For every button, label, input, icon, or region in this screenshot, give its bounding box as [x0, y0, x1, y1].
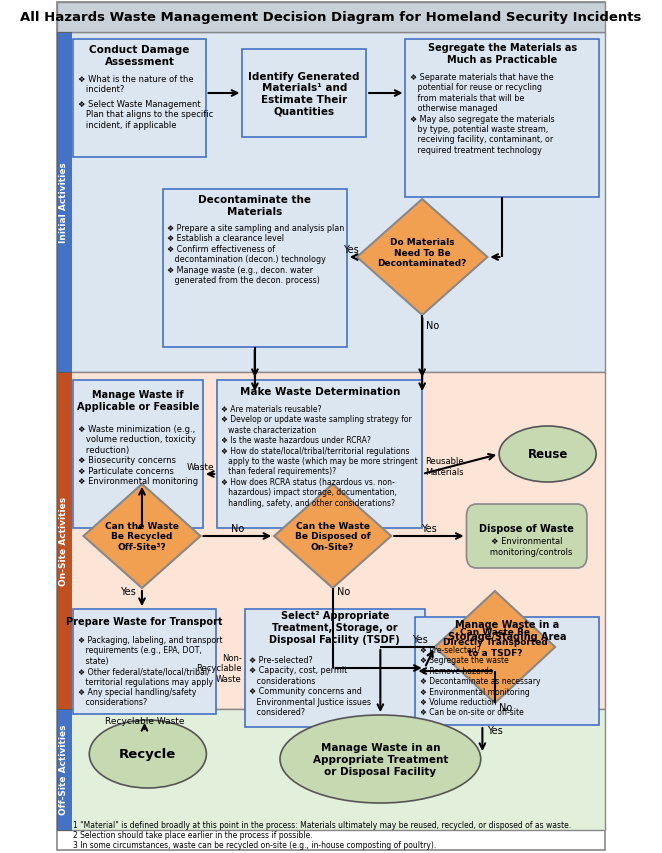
- Text: Manage Waste in an
Appropriate Treatment
or Disposal Facility: Manage Waste in an Appropriate Treatment…: [312, 742, 448, 775]
- Text: 2 Selection should take place earlier in the process if possible.: 2 Selection should take place earlier in…: [73, 830, 312, 839]
- Text: Select² Appropriate
Treatment, Storage, or
Disposal Facility (TSDF): Select² Appropriate Treatment, Storage, …: [269, 611, 400, 644]
- FancyBboxPatch shape: [57, 3, 605, 33]
- Text: Yes: Yes: [487, 725, 502, 735]
- Text: Manage Waste if
Applicable or Feasible: Manage Waste if Applicable or Feasible: [77, 390, 199, 411]
- FancyBboxPatch shape: [57, 33, 71, 373]
- Text: Yes: Yes: [421, 524, 437, 533]
- Text: Yes: Yes: [412, 635, 428, 644]
- FancyBboxPatch shape: [57, 373, 605, 709]
- FancyBboxPatch shape: [57, 709, 71, 830]
- Ellipse shape: [89, 720, 207, 788]
- Text: Yes: Yes: [120, 586, 135, 596]
- Ellipse shape: [499, 426, 596, 483]
- Text: Waste: Waste: [187, 463, 214, 472]
- Text: Recycle: Recycle: [119, 747, 177, 761]
- Text: Can the Waste
Be Disposed of
On-Site?: Can the Waste Be Disposed of On-Site?: [295, 521, 371, 551]
- Polygon shape: [274, 485, 391, 589]
- Text: Dispose of Waste: Dispose of Waste: [479, 524, 574, 533]
- Polygon shape: [435, 591, 555, 703]
- Text: Conduct Damage
Assessment: Conduct Damage Assessment: [89, 45, 189, 67]
- Text: No: No: [337, 586, 350, 596]
- Text: 1 "Material" is defined broadly at this point in the process: Materials ultimate: 1 "Material" is defined broadly at this …: [73, 820, 571, 829]
- Ellipse shape: [280, 715, 481, 803]
- Text: Off-Site Activities: Off-Site Activities: [60, 724, 68, 815]
- Text: Can the Waste
Be Recycled
Off-Site³?: Can the Waste Be Recycled Off-Site³?: [105, 521, 179, 551]
- Text: ❖ Prepare a site sampling and analysis plan
❖ Establish a clearance level
❖ Conf: ❖ Prepare a site sampling and analysis p…: [167, 223, 344, 285]
- FancyBboxPatch shape: [57, 709, 605, 830]
- FancyBboxPatch shape: [57, 373, 71, 709]
- Text: No: No: [499, 702, 512, 712]
- Text: Can Waste Be
Directly Transported
to a TSDF?: Can Waste Be Directly Transported to a T…: [443, 627, 547, 657]
- Text: Manage Waste in a
Storage/Staging Area: Manage Waste in a Storage/Staging Area: [448, 619, 567, 641]
- Text: ❖ Environmental
   monitoring/controls: ❖ Environmental monitoring/controls: [481, 537, 572, 556]
- Text: No: No: [230, 524, 244, 533]
- FancyBboxPatch shape: [245, 609, 425, 727]
- FancyBboxPatch shape: [57, 33, 605, 373]
- Text: Make Waste Determination: Make Waste Determination: [240, 386, 400, 397]
- Text: ❖ Are materials reusable?
❖ Develop or update waste sampling strategy for
   was: ❖ Are materials reusable? ❖ Develop or u…: [221, 404, 418, 507]
- FancyBboxPatch shape: [467, 504, 587, 568]
- Text: Non-
Recyclable
Waste: Non- Recyclable Waste: [196, 653, 242, 683]
- Text: ❖ Pre-selected?
❖ Segregate the waste
❖ Remove hazards
❖ Decontaminate as necess: ❖ Pre-selected? ❖ Segregate the waste ❖ …: [420, 645, 540, 717]
- FancyBboxPatch shape: [242, 50, 366, 138]
- FancyBboxPatch shape: [416, 618, 600, 725]
- FancyBboxPatch shape: [405, 40, 600, 198]
- FancyBboxPatch shape: [217, 380, 422, 528]
- Text: Reusable
Materials: Reusable Materials: [425, 456, 463, 476]
- Text: ❖ What is the nature of the
   incident?: ❖ What is the nature of the incident?: [77, 75, 193, 95]
- Text: ❖ Waste minimization (e.g.,
   volume reduction, toxicity
   reduction)
❖ Biosec: ❖ Waste minimization (e.g., volume reduc…: [77, 425, 198, 485]
- Text: Reuse: Reuse: [528, 448, 568, 461]
- Text: Yes: Yes: [343, 245, 359, 255]
- Text: ❖ Separate materials that have the
   potential for reuse or recycling
   from m: ❖ Separate materials that have the poten…: [410, 73, 554, 154]
- Text: Prepare Waste for Transport: Prepare Waste for Transport: [66, 616, 222, 626]
- FancyBboxPatch shape: [163, 189, 347, 347]
- Text: Segregate the Materials as
Much as Practicable: Segregate the Materials as Much as Pract…: [428, 44, 577, 65]
- Text: Do Materials
Need To Be
Decontaminated?: Do Materials Need To Be Decontaminated?: [377, 238, 467, 268]
- Text: On-Site Activities: On-Site Activities: [60, 496, 68, 585]
- Text: Identify Generated
Materials¹ and
Estimate Their
Quantities: Identify Generated Materials¹ and Estima…: [248, 72, 360, 116]
- Polygon shape: [83, 485, 201, 589]
- FancyBboxPatch shape: [73, 609, 216, 714]
- Text: ❖ Packaging, labeling, and transport
   requirements (e.g., EPA, DOT,
   state)
: ❖ Packaging, labeling, and transport req…: [77, 635, 222, 706]
- Text: Decontaminate the
Materials: Decontaminate the Materials: [199, 195, 311, 217]
- Text: ❖ Select Waste Management
   Plan that aligns to the specific
   incident, if ap: ❖ Select Waste Management Plan that alig…: [77, 100, 213, 130]
- FancyBboxPatch shape: [73, 40, 205, 158]
- Text: Recyclable Waste: Recyclable Waste: [105, 717, 184, 726]
- Text: No: No: [426, 321, 440, 331]
- Text: ❖ Pre-selected?
❖ Capacity, cost, permit
   considerations
❖ Community concerns : ❖ Pre-selected? ❖ Capacity, cost, permit…: [249, 655, 371, 717]
- FancyBboxPatch shape: [73, 380, 203, 528]
- Text: All Hazards Waste Management Decision Diagram for Homeland Security Incidents: All Hazards Waste Management Decision Di…: [21, 11, 641, 25]
- Polygon shape: [357, 200, 487, 316]
- Text: Initial Activities: Initial Activities: [60, 162, 68, 243]
- Text: 3 In some circumstances, waste can be recycled on-site (e.g., in-house compostin: 3 In some circumstances, waste can be re…: [73, 840, 436, 849]
